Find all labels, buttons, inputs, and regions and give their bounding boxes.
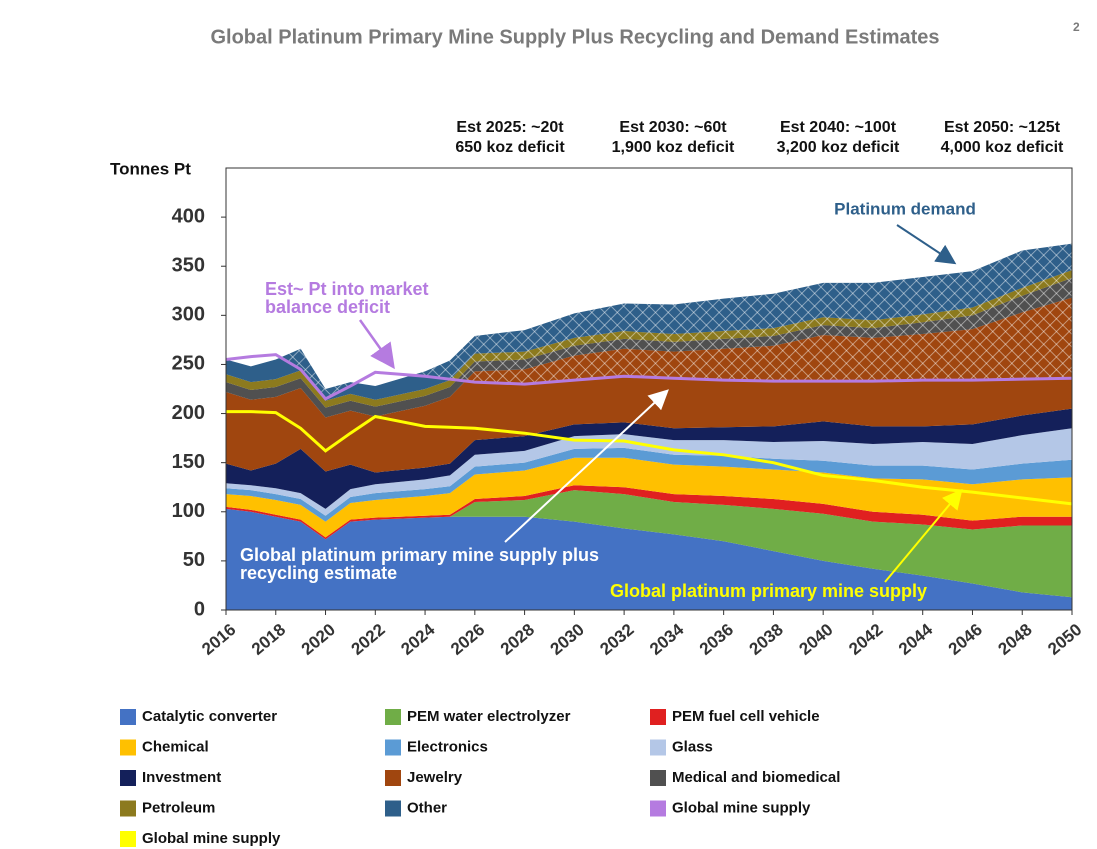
legend-swatch — [650, 709, 666, 725]
plot-area — [225, 167, 1073, 611]
y-tick-label: 100 — [172, 500, 205, 522]
estimate-annotation: 3,200 koz deficit — [777, 139, 900, 156]
estimate-annotation: Est 2030: ~60t — [619, 119, 727, 136]
legend-label: Glass — [672, 738, 713, 755]
estimate-annotation: 1,900 koz deficit — [612, 139, 735, 156]
deficit-label: balance deficit — [265, 297, 390, 317]
estimate-annotation: 4,000 koz deficit — [941, 139, 1064, 156]
y-tick-label: 150 — [172, 451, 205, 473]
legend-swatch — [650, 739, 666, 756]
recycling-label: Global platinum primary mine supply plus — [240, 545, 599, 565]
legend-swatch — [385, 770, 401, 786]
chart-title: Global Platinum Primary Mine Supply Plus… — [210, 26, 939, 48]
y-tick-label: 50 — [183, 549, 205, 571]
y-tick-label: 250 — [172, 353, 205, 375]
legend-label: Electronics — [407, 738, 488, 755]
legend-label: Medical and biomedical — [672, 769, 840, 786]
y-tick-label: 0 — [194, 598, 205, 620]
legend-swatch — [385, 800, 401, 817]
arrow — [504, 389, 669, 543]
legend-swatch — [650, 800, 666, 817]
y-tick-label: 200 — [172, 402, 205, 424]
deficit-hatch — [226, 243, 1072, 399]
area — [226, 485, 1072, 540]
recycling-label: recycling estimate — [240, 563, 397, 583]
estimate-annotation: 650 koz deficit — [455, 139, 565, 156]
estimate-annotation: Est 2040: ~100t — [780, 119, 897, 136]
legend-swatch — [120, 770, 136, 786]
legend-label: Global mine supply — [142, 830, 281, 847]
legend-label: PEM fuel cell vehicle — [672, 708, 820, 725]
arrow — [896, 224, 957, 265]
legend-swatch — [120, 739, 136, 756]
legend-label: Jewelry — [407, 769, 463, 786]
arrow — [884, 488, 963, 583]
legend-swatch — [385, 709, 401, 725]
demand-label: Platinum demand — [834, 199, 976, 218]
arrow — [358, 319, 395, 370]
title-superscript: 2 — [1073, 20, 1080, 34]
y-axis-label: Tonnes Pt — [110, 159, 191, 178]
legend-label: Catalytic converter — [142, 708, 277, 725]
plot-frame — [225, 167, 1073, 611]
legend-swatch — [120, 800, 136, 817]
legend-label: Petroleum — [142, 799, 215, 816]
line — [226, 410, 1073, 506]
deficit-label: Est~ Pt into market — [265, 279, 429, 299]
legend-swatch — [650, 770, 666, 786]
area — [226, 447, 1072, 522]
primary-label: Global platinum primary mine supply — [610, 581, 927, 601]
legend-label: Other — [407, 799, 447, 816]
annotations: Platinum demand Est~ Pt into market bala… — [240, 199, 976, 600]
area — [226, 508, 1072, 610]
area — [226, 408, 1072, 509]
legend-label: PEM water electrolyzer — [407, 708, 571, 725]
estimate-annotation: Est 2025: ~20t — [456, 119, 564, 136]
legend-swatch — [385, 739, 401, 756]
area — [226, 490, 1072, 598]
line — [225, 353, 1073, 401]
y-tick-label: 350 — [172, 255, 205, 277]
legend-label: Investment — [142, 769, 221, 786]
legend-label: Global mine supply — [672, 799, 811, 816]
estimate-annotation: Est 2050: ~125t — [944, 119, 1061, 136]
legend-swatch — [120, 831, 136, 847]
y-tick-label: 400 — [172, 205, 205, 227]
legend-label: Chemical — [142, 738, 209, 755]
y-tick-label: 300 — [172, 304, 205, 326]
legend-swatch — [120, 709, 136, 725]
area — [226, 428, 1072, 516]
